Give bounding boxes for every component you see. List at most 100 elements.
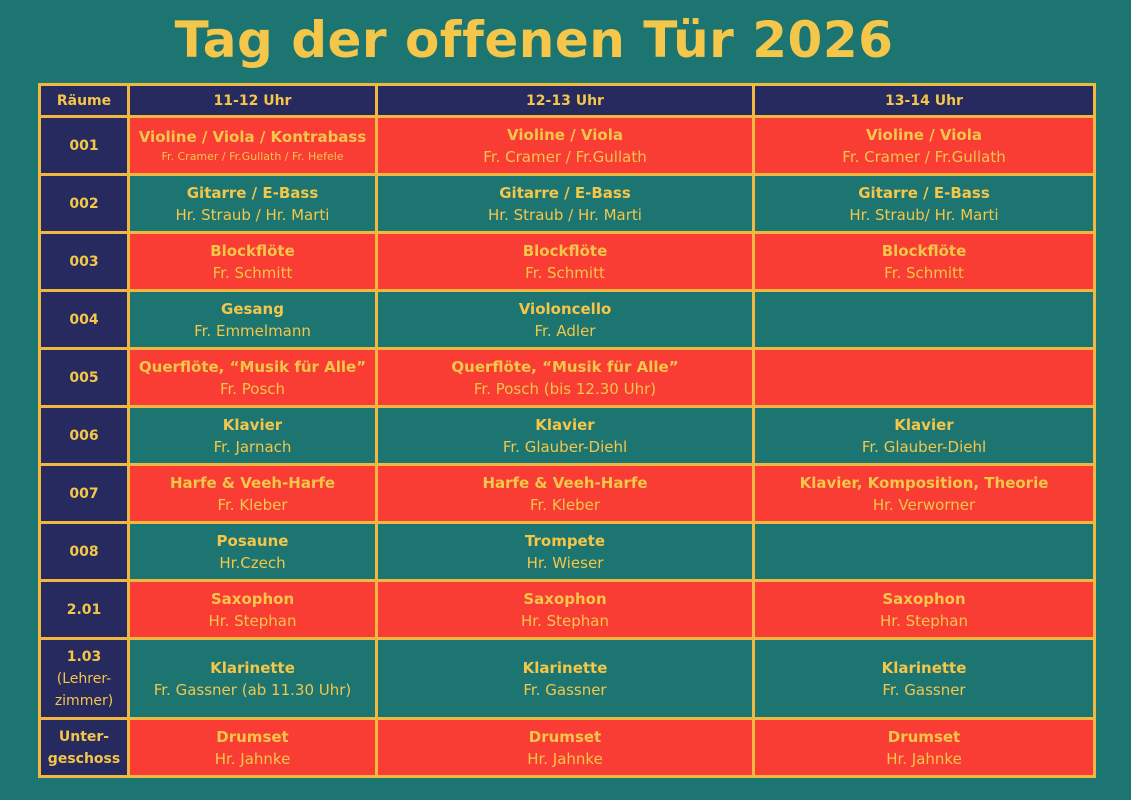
teacher-label: Fr. Cramer / Fr.Gullath / Fr. Hefele [161, 149, 344, 163]
schedule-cell: Blockflöte Fr. Schmitt [752, 231, 1096, 292]
teacher-label: Fr. Gassner [882, 680, 966, 699]
instrument-label: Klavier [222, 415, 283, 434]
room-cell: 004 [38, 289, 130, 350]
instrument-label: Klarinette [522, 658, 608, 677]
table-row: 1.03 (Lehrer- zimmer) Klarinette Fr. Gas… [38, 637, 1096, 720]
page-title: Tag der offenen Tür 2026 [174, 11, 894, 69]
instrument-label: Querflöte, “Musik für Alle” [138, 357, 367, 376]
table-row: 005 Querflöte, “Musik für Alle” Fr. Posc… [38, 347, 1096, 408]
instrument-label: Klarinette [881, 658, 967, 677]
schedule-cell: Querflöte, “Musik für Alle” Fr. Posch (b… [375, 347, 755, 408]
room-number: geschoss [47, 750, 121, 767]
teacher-label: Fr. Cramer / Fr.Gullath [842, 147, 1006, 166]
teacher-label: Hr. Wieser [526, 553, 604, 572]
teacher-label: Fr. Posch [219, 379, 286, 398]
teacher-label: Fr. Schmitt [525, 263, 605, 282]
schedule-cell: Klarinette Fr. Gassner [375, 637, 755, 720]
room-number: 005 [69, 369, 99, 386]
schedule-cell: Klarinette Fr. Gassner (ab 11.30 Uhr) [127, 637, 378, 720]
teacher-label: Fr. Emmelmann [194, 321, 311, 340]
teacher-label: Fr. Gassner [523, 680, 607, 699]
room-number: Unter- [58, 728, 110, 745]
teacher-label: Hr. Jahnke [527, 749, 603, 768]
room-number: 1.03 [66, 648, 102, 665]
room-cell: 007 [38, 463, 130, 524]
room-cell: Unter- geschoss [38, 717, 130, 778]
instrument-label: Trompete [524, 531, 606, 550]
schedule-cell: Blockflöte Fr. Schmitt [375, 231, 755, 292]
schedule-cell: Gitarre / E-Bass Hr. Straub/ Hr. Marti [752, 173, 1096, 234]
instrument-label: Gitarre / E-Bass [858, 183, 990, 202]
instrument-label: Klavier, Komposition, Theorie [799, 473, 1049, 492]
table-row: 2.01 Saxophon Hr. Stephan Saxophon Hr. S… [38, 579, 1096, 640]
schedule-cell: Trompete Hr. Wieser [375, 521, 755, 582]
header-row: Räume 11-12 Uhr 12-13 Uhr 13-14 Uhr [38, 83, 1096, 118]
instrument-label: Klavier [535, 415, 595, 434]
instrument-label: Klavier [894, 415, 954, 434]
instrument-label: Violine / Viola / Kontrabass [138, 127, 367, 146]
room-cell: 005 [38, 347, 130, 408]
schedule-cell: Gitarre / E-Bass Hr. Straub / Hr. Marti [375, 173, 755, 234]
teacher-label: Hr. Straub / Hr. Marti [175, 205, 330, 224]
teacher-label: Fr. Cramer / Fr.Gullath [483, 147, 647, 166]
schedule-cell-empty [752, 347, 1096, 408]
instrument-label: Posaune [216, 531, 289, 550]
schedule-cell: Blockflöte Fr. Schmitt [127, 231, 378, 292]
instrument-label: Drumset [887, 727, 961, 746]
table-row: 001 Violine / Viola / Kontrabass Fr. Cra… [38, 115, 1096, 176]
room-cell: 006 [38, 405, 130, 466]
schedule-cell: Drumset Hr. Jahnke [127, 717, 378, 778]
instrument-label: Saxophon [523, 589, 607, 608]
instrument-label: Gitarre / E-Bass [499, 183, 631, 202]
header-slot-13-14: 13-14 Uhr [752, 83, 1096, 118]
instrument-label: Klarinette [210, 658, 295, 677]
room-number: 004 [69, 311, 99, 328]
instrument-label: Violine / Viola [866, 125, 982, 144]
schedule-cell: Klavier, Komposition, Theorie Hr. Verwor… [752, 463, 1096, 524]
schedule-cell: Klavier Fr. Jarnach [127, 405, 378, 466]
schedule-cell: Violine / Viola / Kontrabass Fr. Cramer … [127, 115, 378, 176]
room-cell: 1.03 (Lehrer- zimmer) [38, 637, 130, 720]
schedule-cell: Violine / Viola Fr. Cramer / Fr.Gullath [375, 115, 755, 176]
schedule-cell: Harfe & Veeh-Harfe Fr. Kleber [375, 463, 755, 524]
room-cell: 002 [38, 173, 130, 234]
room-number: 008 [69, 543, 99, 560]
header-slot-12-13: 12-13 Uhr [375, 83, 755, 118]
room-cell: 008 [38, 521, 130, 582]
teacher-label: Hr. Jahnke [214, 749, 291, 768]
schedule-cell: Querflöte, “Musik für Alle” Fr. Posch [127, 347, 378, 408]
table-row: 004 Gesang Fr. Emmelmann Violoncello Fr.… [38, 289, 1096, 350]
room-cell: 001 [38, 115, 130, 176]
room-note: zimmer) [54, 692, 114, 709]
teacher-label: Hr. Straub / Hr. Marti [488, 205, 642, 224]
instrument-label: Blockflöte [210, 241, 295, 260]
schedule-cell: Drumset Hr. Jahnke [752, 717, 1096, 778]
table-row: 002 Gitarre / E-Bass Hr. Straub / Hr. Ma… [38, 173, 1096, 234]
teacher-label: Fr. Adler [534, 321, 596, 340]
instrument-label: Gitarre / E-Bass [186, 183, 319, 202]
teacher-label: Hr. Jahnke [886, 749, 962, 768]
schedule-cell: Posaune Hr.Czech [127, 521, 378, 582]
schedule-table: Räume 11-12 Uhr 12-13 Uhr 13-14 Uhr 001 … [38, 83, 1096, 778]
schedule-cell: Klavier Fr. Glauber-Diehl [375, 405, 755, 466]
instrument-label: Saxophon [210, 589, 295, 608]
instrument-label: Violine / Viola [507, 125, 623, 144]
instrument-label: Blockflöte [522, 241, 608, 260]
teacher-label: Fr. Gassner (ab 11.30 Uhr) [153, 680, 352, 699]
teacher-label: Fr. Kleber [529, 495, 600, 514]
room-number: 003 [69, 253, 99, 270]
teacher-label: Hr. Verworner [872, 495, 976, 514]
teacher-label: Fr. Schmitt [212, 263, 293, 282]
teacher-label: Hr.Czech [219, 553, 286, 572]
instrument-label: Drumset [528, 727, 602, 746]
teacher-label: Fr. Glauber-Diehl [502, 437, 628, 456]
teacher-label: Fr. Kleber [217, 495, 288, 514]
table-row: 003 Blockflöte Fr. Schmitt Blockflöte Fr… [38, 231, 1096, 292]
room-note: (Lehrer- [56, 670, 112, 687]
schedule-cell: Violoncello Fr. Adler [375, 289, 755, 350]
schedule-cell: Gitarre / E-Bass Hr. Straub / Hr. Marti [127, 173, 378, 234]
instrument-label: Harfe & Veeh-Harfe [169, 473, 336, 492]
instrument-label: Harfe & Veeh-Harfe [482, 473, 648, 492]
schedule-cell: Klavier Fr. Glauber-Diehl [752, 405, 1096, 466]
room-number: 006 [69, 427, 99, 444]
